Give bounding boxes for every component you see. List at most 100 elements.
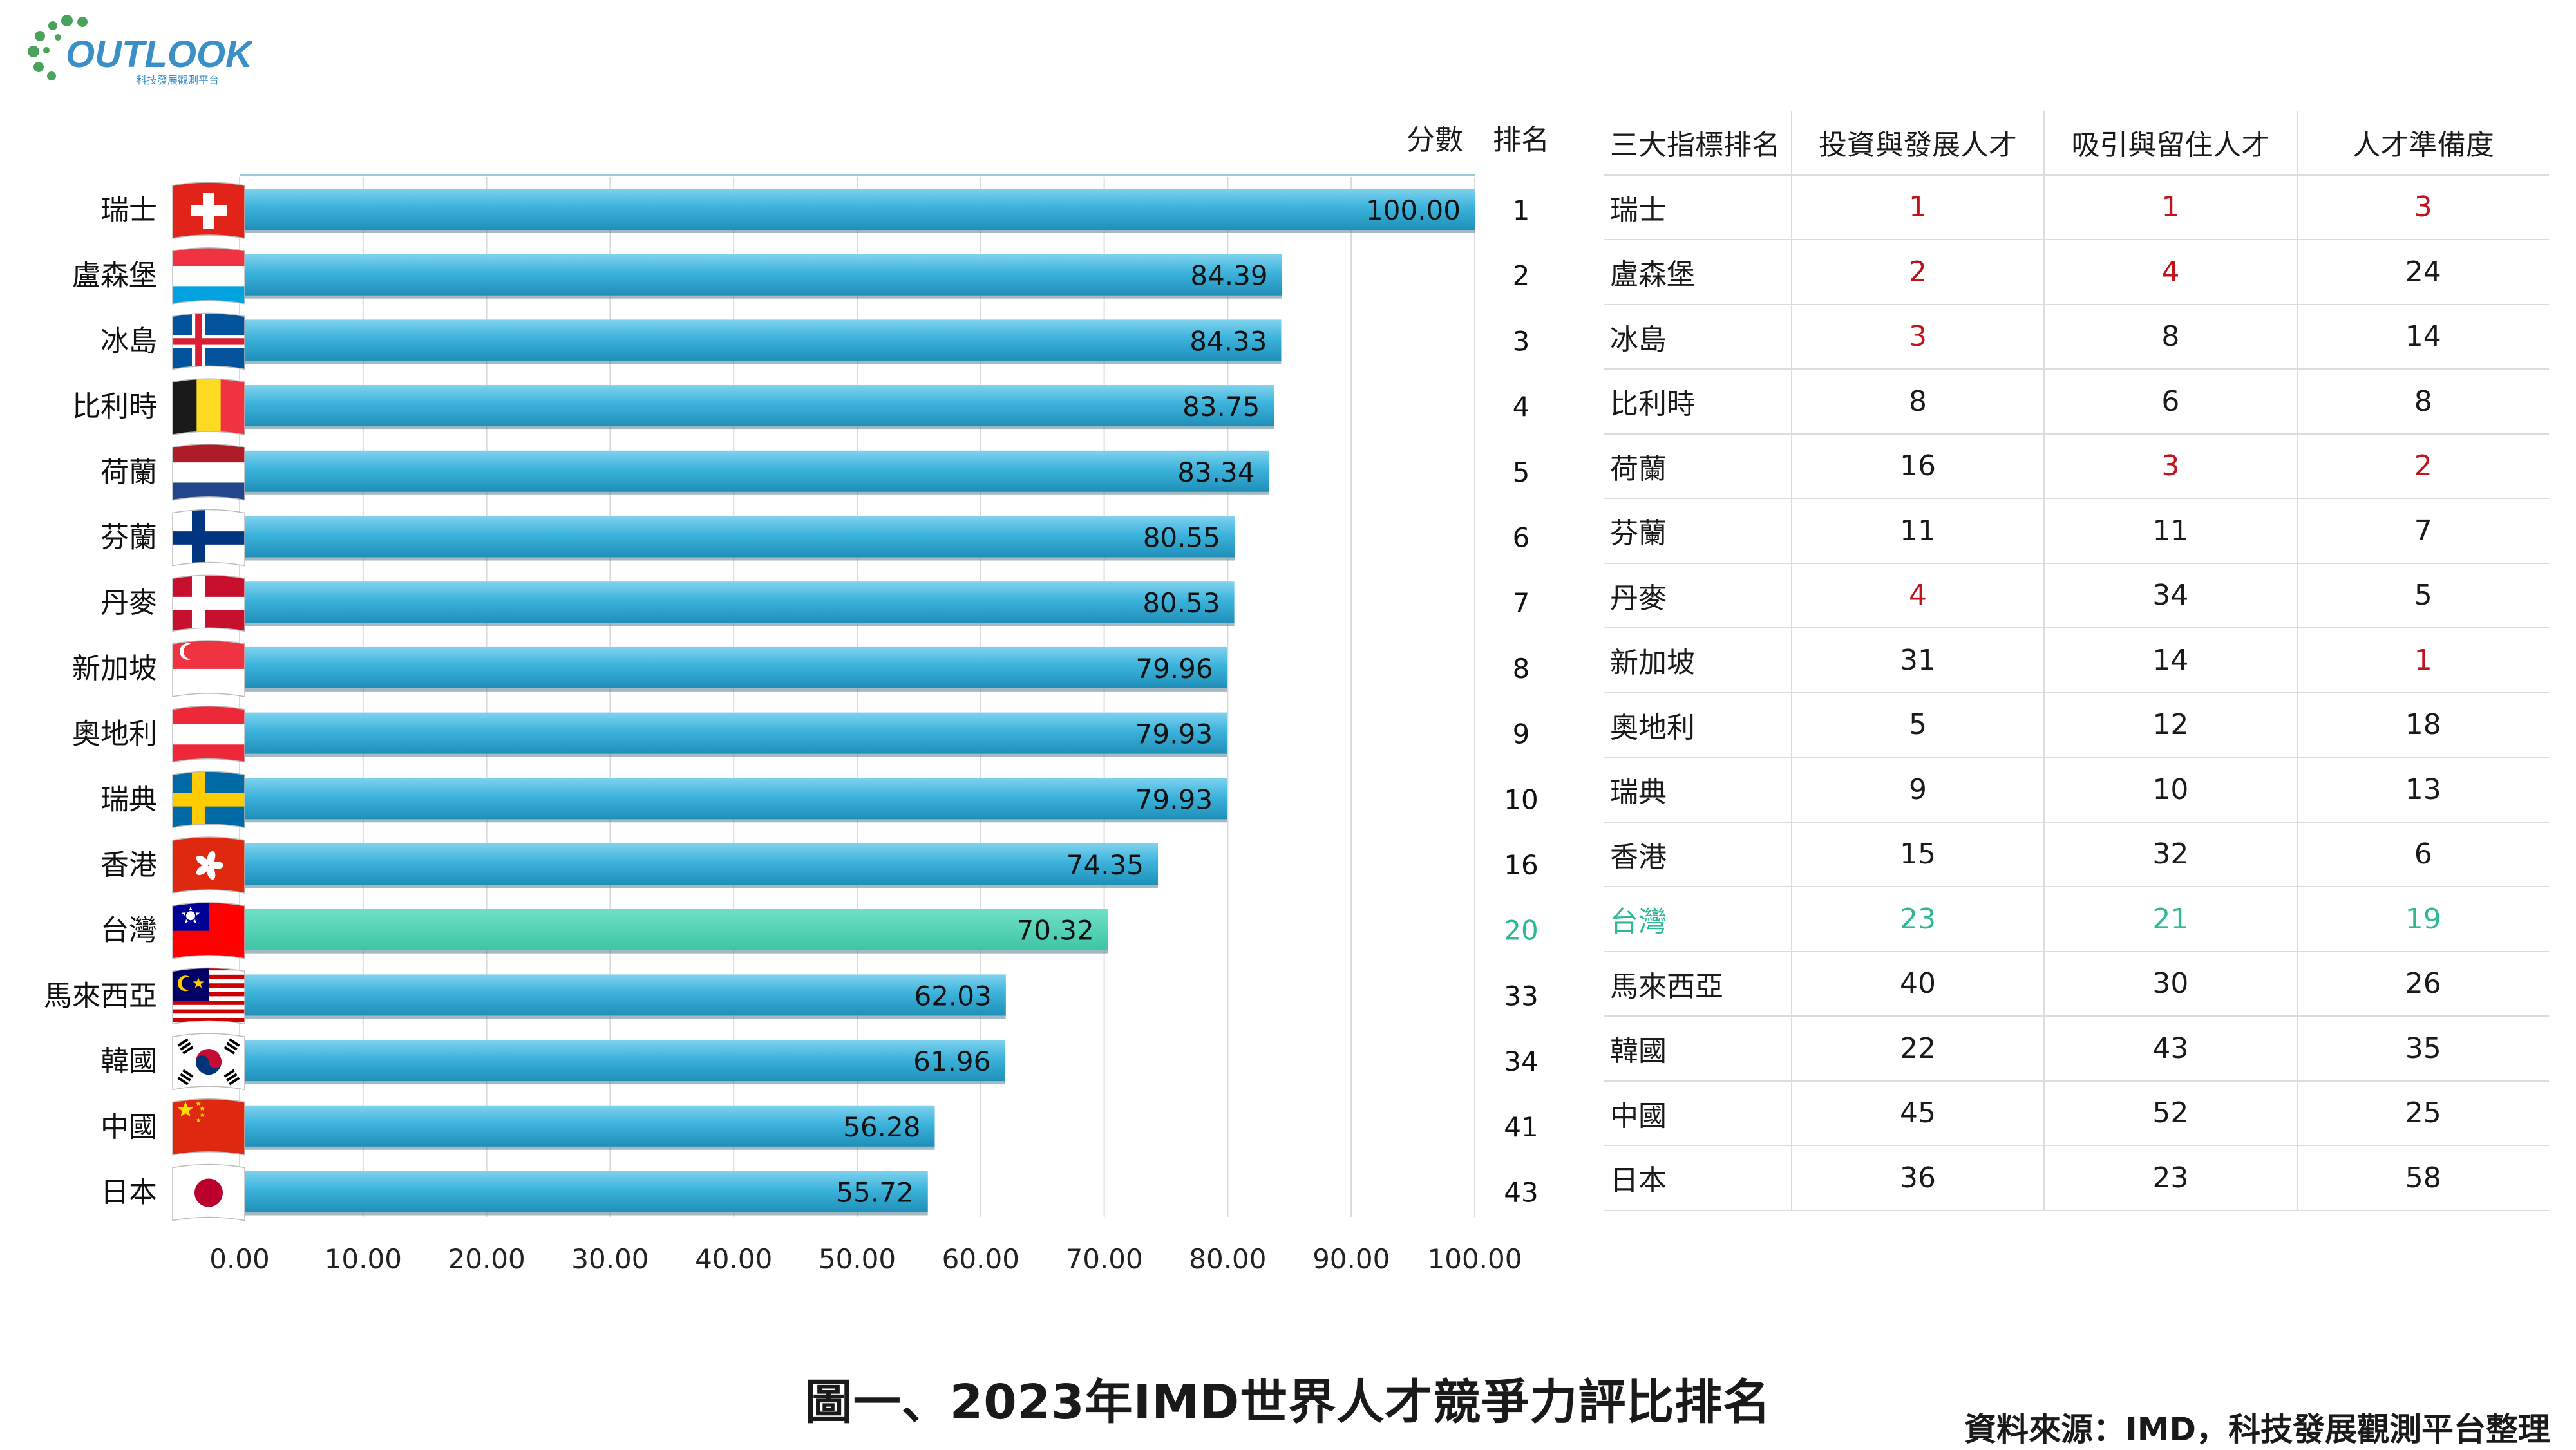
table-country-cell: 韓國 [1604, 1015, 1792, 1082]
category-label: 盧森堡 [72, 259, 157, 292]
category-label: 奧地利 [72, 718, 157, 751]
rank-header: 排名 [1493, 124, 1549, 156]
table-rank-cell: 16 [1790, 433, 2045, 499]
table-country-cell: 馬來西亞 [1604, 950, 1792, 1017]
table-rank-cell: 13 [2296, 757, 2549, 823]
rank-label: 3 [1513, 325, 1530, 357]
table-rank-cell: 11 [2043, 498, 2298, 564]
table-rank-cell: 31 [1790, 627, 2045, 693]
table-rank-cell: 8 [2043, 303, 2298, 370]
table-rank-cell: 23 [1790, 886, 2045, 952]
japan-flag-icon [172, 1163, 245, 1221]
rank-label: 34 [1504, 1046, 1538, 1077]
table-country-cell: 比利時 [1604, 368, 1792, 435]
table-rank-cell: 36 [1790, 1145, 2045, 1211]
finland-flag-icon [172, 509, 245, 567]
score-header: 分數 [1406, 124, 1463, 156]
table-row: 台灣 23 21 19 [1604, 886, 2549, 952]
table-rank-cell: 6 [2043, 368, 2298, 435]
hong-kong-flag-icon [172, 836, 245, 894]
table-row: 中國 45 52 25 [1604, 1080, 2549, 1146]
x-tick-label: 10.00 [325, 1243, 402, 1275]
table-rank-cell: 5 [2296, 562, 2549, 628]
rank-label: 8 [1513, 653, 1530, 684]
category-label: 芬蘭 [100, 522, 157, 554]
table-rank-cell: 30 [2043, 950, 2298, 1017]
taiwan-flag-icon [172, 901, 245, 959]
table-row: 荷蘭 16 3 2 [1604, 433, 2549, 499]
bar-value-label: 79.96 [1135, 653, 1213, 684]
x-tick-label: 20.00 [448, 1243, 525, 1275]
table-rank-cell: 35 [2296, 1015, 2549, 1082]
x-tick-label: 90.00 [1312, 1243, 1390, 1275]
category-label: 韓國 [100, 1045, 157, 1078]
outlook-logo: OUTLOOK 科技發展觀測平台 [28, 15, 252, 86]
bar [240, 1040, 1005, 1082]
table-header: 投資與發展人才 [1790, 111, 2045, 176]
category-label: 馬來西亞 [44, 979, 157, 1012]
switzerland-flag-icon [172, 182, 245, 239]
rank-label: 20 [1504, 915, 1538, 946]
table-rank-cell: 32 [2043, 821, 2298, 887]
table-rank-cell: 12 [2043, 692, 2298, 758]
table-country-cell: 芬蘭 [1604, 498, 1792, 564]
x-tick-label: 50.00 [819, 1243, 896, 1275]
rank-label: 4 [1513, 391, 1530, 422]
table-rank-cell: 7 [2296, 498, 2549, 564]
category-label: 香港 [100, 849, 157, 881]
table-country-cell: 奧地利 [1604, 692, 1792, 758]
rank-label: 16 [1504, 849, 1538, 881]
table-rank-cell: 22 [1790, 1015, 2045, 1082]
table-rank-cell: 15 [1790, 821, 2045, 887]
table-rank-cell: 21 [2043, 886, 2298, 952]
bar [240, 1171, 928, 1212]
table-country-cell: 盧森堡 [1604, 239, 1792, 305]
table-rank-cell: 19 [2296, 886, 2549, 952]
table-rank-cell: 2 [2296, 433, 2549, 499]
category-label: 瑞士 [100, 194, 157, 227]
table-rank-cell: 23 [2043, 1145, 2298, 1211]
table-rank-cell: 14 [2043, 627, 2298, 693]
table-rank-cell: 2 [1790, 239, 2045, 305]
china-flag-icon [172, 1098, 245, 1156]
bar [240, 385, 1274, 427]
category-label: 比利時 [72, 390, 157, 423]
table-country-cell: 瑞士 [1604, 174, 1792, 240]
bar [240, 843, 1159, 885]
rank-label: 10 [1504, 784, 1538, 815]
category-label: 新加坡 [72, 652, 157, 685]
figure-caption: 圖一、2023年IMD世界人才競爭力評比排名 [804, 1375, 1772, 1430]
table-rank-cell: 1 [1790, 174, 2045, 240]
bar [240, 712, 1227, 754]
bar-value-label: 61.96 [913, 1046, 990, 1077]
rank-label: 9 [1513, 719, 1530, 750]
table-header-row: 三大指標排名 投資與發展人才 吸引與留住人才 人才準備度 [1604, 111, 2549, 176]
table-rank-cell: 14 [2296, 303, 2549, 370]
table-rank-cell: 5 [1790, 692, 2045, 758]
table-rank-cell: 6 [2296, 821, 2549, 887]
table-row: 丹麥 4 34 5 [1604, 562, 2549, 628]
source-note: 資料來源：IMD，科技發展觀測平台整理 [1964, 1411, 2550, 1448]
category-label: 中國 [100, 1111, 157, 1144]
table-header: 三大指標排名 [1604, 111, 1792, 176]
table-row: 日本 36 23 58 [1604, 1145, 2549, 1211]
category-label: 丹麥 [100, 587, 157, 619]
category-label: 日本 [100, 1176, 157, 1209]
table-rank-cell: 3 [1790, 303, 2045, 370]
table-country-cell: 日本 [1604, 1145, 1792, 1211]
logo-subtext: 科技發展觀測平台 [137, 74, 219, 86]
table-row: 瑞典 9 10 13 [1604, 757, 2549, 823]
bar [240, 646, 1227, 688]
table-rank-cell: 58 [2296, 1145, 2549, 1211]
table-rank-cell: 3 [2296, 174, 2549, 240]
table-rank-cell: 18 [2296, 692, 2549, 758]
table-row: 盧森堡 2 4 24 [1604, 239, 2549, 305]
denmark-flag-icon [172, 574, 245, 632]
table-rank-cell: 4 [1790, 562, 2045, 628]
table-country-cell: 丹麥 [1604, 562, 1792, 628]
table-rank-cell: 24 [2296, 239, 2549, 305]
bar-value-label: 56.28 [843, 1111, 920, 1143]
bar-value-label: 74.35 [1066, 849, 1144, 881]
belgium-flag-icon [172, 378, 245, 435]
x-tick-label: 100.00 [1428, 1243, 1522, 1275]
